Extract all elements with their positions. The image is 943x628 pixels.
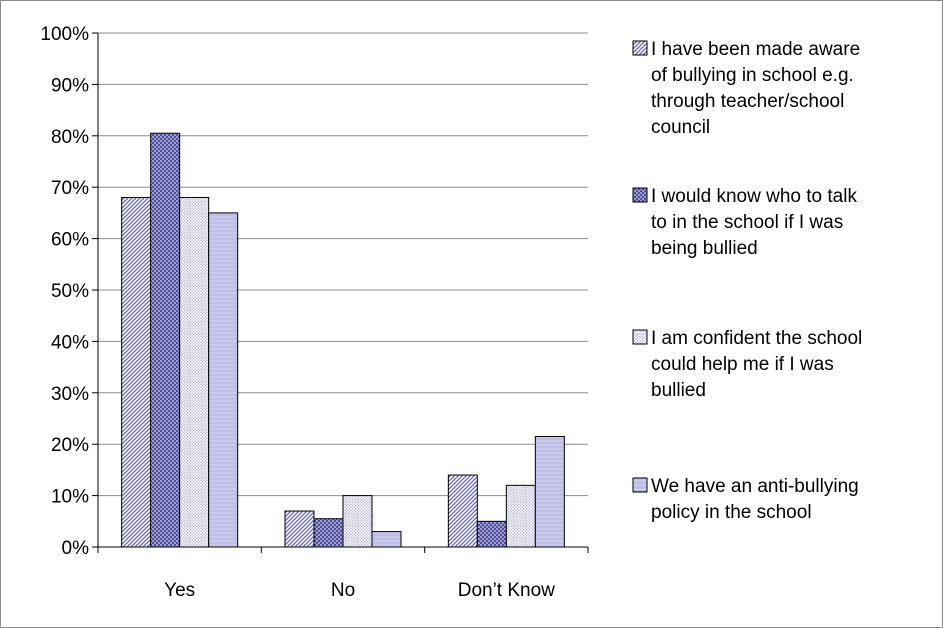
y-tick-label: 40% <box>51 332 89 353</box>
y-tick-label: 60% <box>51 230 89 251</box>
y-tick-label: 0% <box>62 538 90 559</box>
legend-swatch <box>632 40 648 56</box>
bar <box>284 510 315 548</box>
y-tick-label: 90% <box>51 75 89 96</box>
legend-entry: I have been made aware of bullying in sch… <box>651 39 860 138</box>
legend: I have been made aware of bullying in sch… <box>632 39 862 523</box>
bar <box>447 474 478 548</box>
x-tick-label: Don’t Know <box>458 580 555 601</box>
bar <box>121 196 152 548</box>
bars <box>121 132 565 548</box>
y-tick-label: 10% <box>51 487 89 508</box>
bar <box>371 531 402 548</box>
bar <box>313 518 344 548</box>
bar <box>208 212 239 548</box>
y-axis: 0% 10% 20% 30% 40% 50% 60% 70% 80% 90% 100% <box>40 24 99 559</box>
legend-entry: I am confident the school could help me i… <box>651 328 862 401</box>
y-tick-label: 20% <box>51 435 89 456</box>
bar <box>342 495 373 548</box>
legend-swatch <box>632 329 648 345</box>
y-tick-label: 30% <box>51 384 89 405</box>
legend-swatch <box>632 477 648 493</box>
x-tick-label: Yes <box>164 580 195 601</box>
x-tick-label: No <box>331 580 355 601</box>
legend-entry: I would know who to talk to in the school… <box>651 186 857 259</box>
x-axis: Yes No Don’t Know <box>97 546 589 601</box>
y-tick-label: 80% <box>51 127 89 148</box>
y-tick-label: 50% <box>51 281 89 302</box>
legend-entry: We have an anti-bullying policy in the sc… <box>651 476 859 523</box>
y-tick-label: 70% <box>51 178 89 199</box>
bar <box>150 132 181 548</box>
y-tick-label: 100% <box>40 24 89 45</box>
bar <box>534 435 565 548</box>
bar <box>179 196 210 548</box>
legend-swatch <box>632 187 648 203</box>
bar <box>476 520 507 548</box>
bar <box>505 484 536 548</box>
